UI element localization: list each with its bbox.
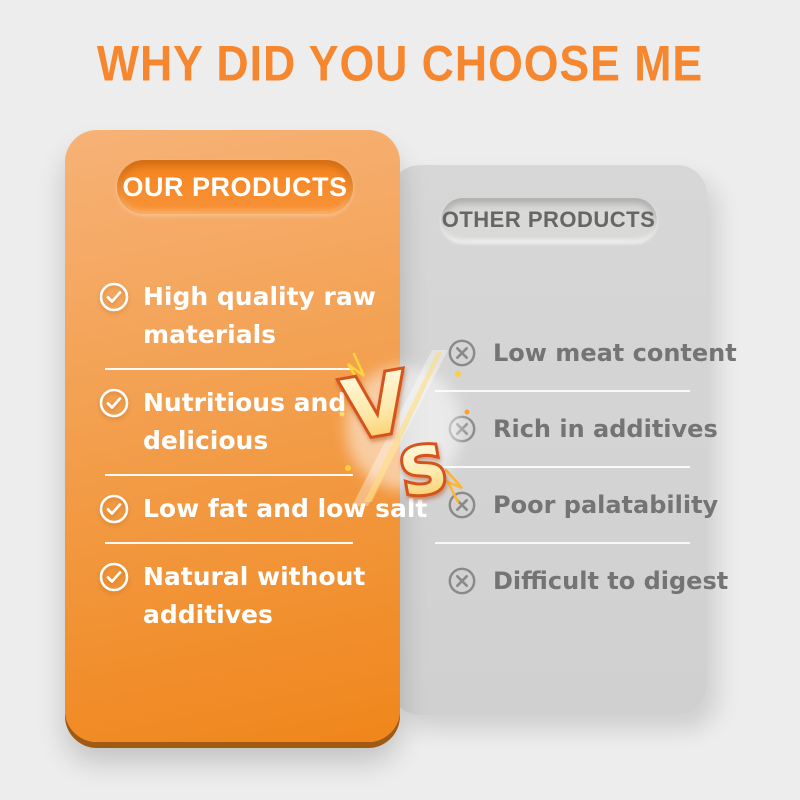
other-products-list: Low meat content Rich in additives Poor … [390,334,737,600]
list-item: Difficult to digest [435,562,728,600]
spark-icon [339,411,345,417]
list-item-label: High quality raw [143,282,376,311]
our-products-card: OUR PRODUCTS High quality raw materials N… [65,130,427,742]
our-products-header-label: OUR PRODUCTS [122,171,348,202]
list-item-label: Natural without [143,562,366,591]
list-item: Low meat content [435,334,737,372]
list-item: Rich in additives [435,410,718,448]
divider [105,368,353,370]
check-circle-icon [99,562,129,592]
other-products-header-pill: OTHER PRODUCTS [440,198,657,242]
other-products-header-label: OTHER PRODUCTS [441,207,656,232]
spark-icon [444,468,463,504]
list-item-label: materials [143,320,277,349]
list-item: High quality raw materials [98,278,378,354]
x-circle-icon [448,339,476,367]
list-item: Poor palatability [435,486,718,524]
list-item-label: additives [143,600,273,629]
spark-icon [464,409,470,415]
list-item-label: Low meat content [493,339,737,367]
check-circle-icon [99,494,129,524]
check-circle-icon [99,388,129,418]
divider [435,390,690,392]
list-item-label: Rich in additives [493,415,718,443]
check-circle-icon [99,282,129,312]
our-products-list: High quality raw materials Nutritious and… [65,278,427,634]
spark-icon [346,352,366,386]
our-products-header-pill: OUR PRODUCTS [117,160,353,214]
list-item-label: Poor palatability [493,491,719,519]
divider [435,466,690,468]
divider [105,542,353,544]
list-item-label: Low fat and low salt [143,494,428,523]
spark-icon [345,465,351,471]
list-item: Low fat and low salt [98,490,427,528]
divider [435,542,690,544]
spark-icon [455,371,461,377]
page-title: WHY DID YOU CHOOSE ME [96,35,704,92]
list-item-label: delicious [143,426,269,455]
list-item: Natural without additives [98,558,378,634]
list-item-label: Difficult to digest [493,567,729,595]
vs-burst-icon: V S [334,350,470,515]
list-item: Nutritious and delicious [98,384,378,460]
divider [105,474,353,476]
vs-badge: V S [334,350,478,515]
list-item-label: Nutritious and [143,388,347,417]
x-circle-icon [448,567,476,595]
